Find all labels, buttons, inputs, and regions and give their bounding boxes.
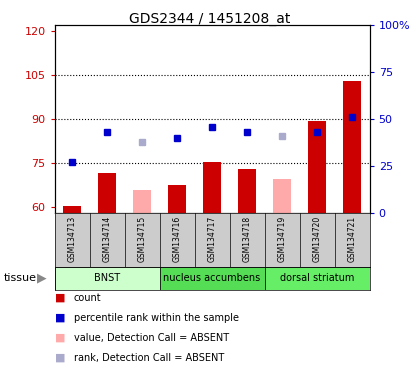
Text: GSM134718: GSM134718 (243, 216, 252, 262)
Bar (239, 169, 256, 213)
Text: ▶: ▶ (37, 272, 47, 285)
Text: GSM134721: GSM134721 (348, 216, 357, 262)
Text: ■: ■ (55, 333, 65, 343)
Bar (160, 267, 265, 290)
Text: GSM134719: GSM134719 (278, 216, 286, 262)
Text: GDS2344 / 1451208_at: GDS2344 / 1451208_at (129, 12, 291, 25)
Bar (203, 162, 221, 213)
Text: ■: ■ (55, 293, 65, 303)
Text: GSM134720: GSM134720 (312, 216, 322, 262)
Text: value, Detection Call = ABSENT: value, Detection Call = ABSENT (74, 333, 228, 343)
Text: dorsal striatum: dorsal striatum (280, 273, 354, 283)
Text: GSM134716: GSM134716 (173, 216, 181, 262)
Text: GSM134715: GSM134715 (138, 216, 147, 262)
Text: GSM134717: GSM134717 (207, 216, 217, 262)
Bar (168, 185, 186, 213)
Text: BNST: BNST (94, 273, 120, 283)
Text: nucleus accumbens: nucleus accumbens (163, 273, 261, 283)
Bar (55, 267, 160, 290)
Bar (273, 179, 291, 213)
Bar (63, 206, 81, 213)
Text: GSM134714: GSM134714 (102, 216, 112, 262)
Text: ■: ■ (55, 313, 65, 323)
Bar (134, 190, 151, 213)
Text: ■: ■ (55, 353, 65, 362)
Text: tissue: tissue (4, 273, 37, 283)
Text: rank, Detection Call = ABSENT: rank, Detection Call = ABSENT (74, 353, 224, 362)
Bar (98, 174, 116, 213)
Text: percentile rank within the sample: percentile rank within the sample (74, 313, 239, 323)
Bar (344, 81, 361, 213)
Bar (308, 121, 326, 213)
Text: GSM134713: GSM134713 (68, 216, 76, 262)
Bar (265, 267, 370, 290)
Text: count: count (74, 293, 101, 303)
